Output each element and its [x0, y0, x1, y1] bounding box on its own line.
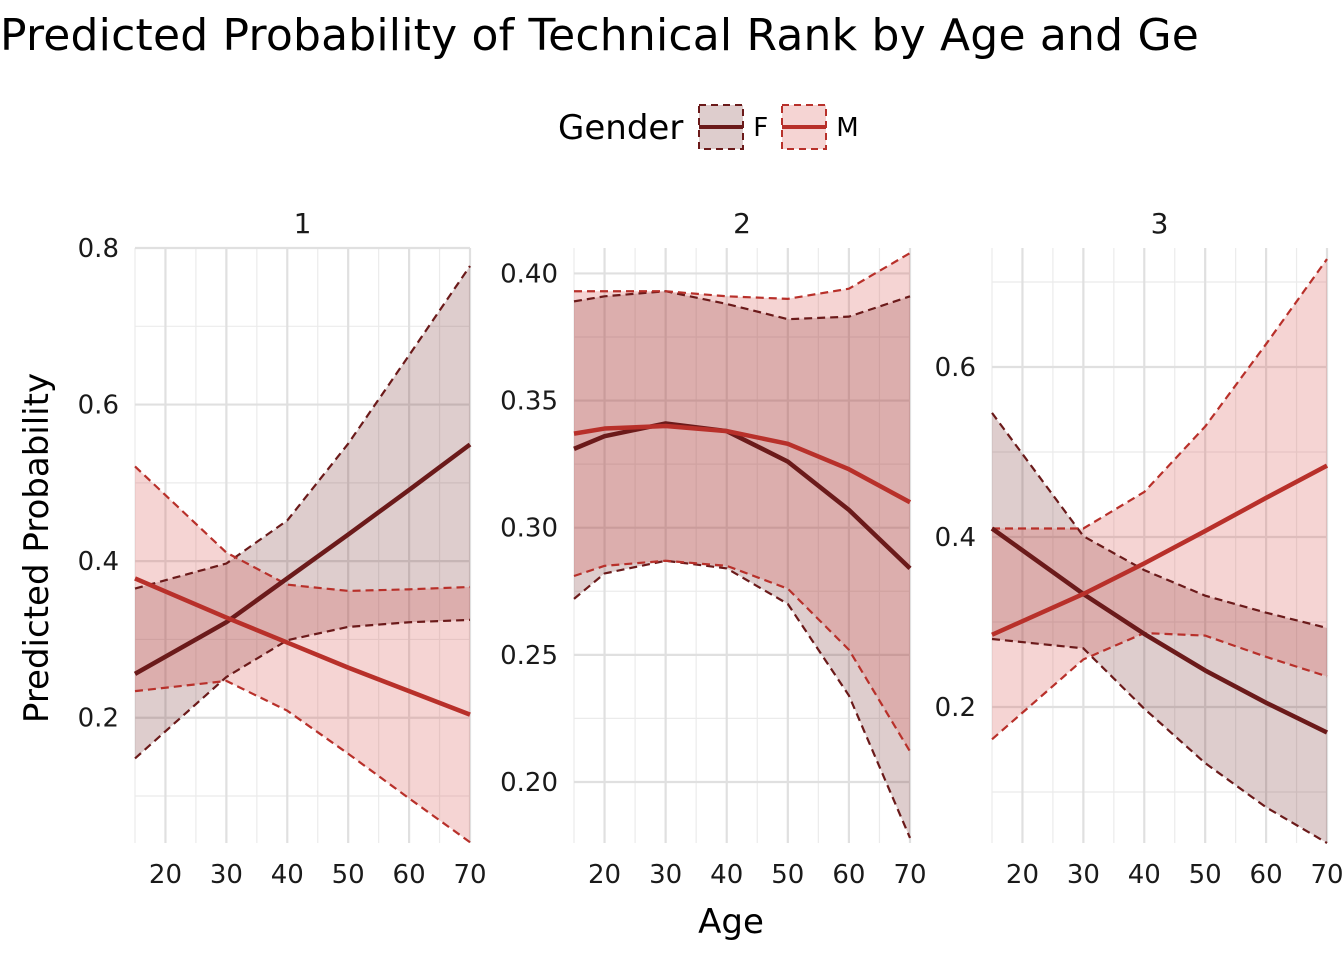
x-tick-label: 30	[210, 860, 243, 890]
y-tick-label: 0.25	[500, 641, 558, 671]
y-tick-label: 0.20	[500, 768, 558, 798]
x-tick-label: 30	[1067, 860, 1100, 890]
x-tick-label: 50	[1189, 860, 1222, 890]
lower-bound-f	[134, 618, 471, 760]
x-tick-label: 20	[1006, 860, 1039, 890]
x-tick-label: 50	[771, 860, 804, 890]
x-tick-label: 70	[893, 860, 926, 890]
x-tick-label: 50	[332, 860, 365, 890]
chart-title: Predicted Probability of Technical Rank …	[0, 10, 1200, 61]
legend-title: Gender	[558, 108, 684, 148]
x-tick-label: 20	[588, 860, 621, 890]
lower-bound-m	[573, 559, 911, 753]
lower-bound-f	[573, 559, 912, 839]
x-tick-label: 40	[1128, 860, 1161, 890]
panel-1: 20 30 40 50 60 70 0.2 0.4 0.6 0.8 1	[78, 207, 487, 890]
y-tick-label: 0.30	[500, 514, 558, 544]
panel-strip-label: 2	[733, 207, 751, 240]
x-tick-label: 60	[393, 860, 426, 890]
legend: Gender F M	[558, 100, 871, 156]
series-line-m	[134, 576, 471, 717]
x-tick-label: 60	[1250, 860, 1283, 890]
upper-bound-m	[134, 465, 471, 593]
legend-key-f	[698, 104, 745, 150]
y-tick-label: 0.4	[78, 547, 119, 577]
x-tick-label: 70	[453, 860, 486, 890]
series-line-f	[133, 442, 472, 676]
x-tick-label: 40	[710, 860, 743, 890]
ribbon-m	[992, 259, 1327, 740]
legend-label-m: M	[836, 113, 859, 143]
ribbon-f	[992, 412, 1327, 843]
ribbon-m	[574, 253, 910, 752]
y-tick-label: 0.2	[935, 693, 976, 723]
panel-strip-label: 1	[294, 207, 312, 240]
ribbon-f	[135, 266, 470, 759]
lower-bound-m	[134, 679, 471, 844]
upper-bound-f	[134, 265, 471, 590]
legend-item-f: F	[697, 103, 774, 153]
legend-item-m: M	[780, 103, 864, 153]
panel-2: 20 30 40 50 60 70 0.20 0.25 0.30 0.35 0.40 2	[500, 207, 926, 890]
series-line-m	[573, 423, 912, 505]
x-tick-label: 20	[149, 860, 182, 890]
ribbon-m	[135, 466, 470, 843]
y-tick-label: 0.40	[500, 259, 558, 289]
panel-strip-label: 3	[1151, 207, 1169, 240]
series-line-f	[990, 526, 1328, 735]
y-axis-title: Predicted Probability	[17, 373, 57, 723]
legend-key-m	[781, 104, 828, 150]
legend-label-f: F	[753, 113, 769, 143]
y-tick-label: 0.6	[935, 353, 976, 383]
x-axis-title: Age	[698, 902, 764, 942]
x-tick-label: 40	[271, 860, 304, 890]
y-tick-label: 0.6	[78, 391, 119, 421]
y-tick-label: 0.8	[78, 234, 119, 264]
y-tick-label: 0.4	[935, 523, 976, 553]
y-tick-label: 0.35	[500, 387, 558, 417]
upper-bound-m	[574, 252, 911, 300]
series-line-m	[991, 463, 1329, 637]
panel-3: 20 30 40 50 60 70 0.2 0.4 0.6 3	[935, 207, 1344, 890]
y-tick-label: 0.2	[78, 704, 119, 734]
x-tick-label: 30	[649, 860, 682, 890]
upper-bound-m	[992, 258, 1328, 530]
x-tick-label: 70	[1310, 860, 1343, 890]
x-tick-label: 60	[832, 860, 865, 890]
upper-bound-f	[573, 290, 911, 321]
